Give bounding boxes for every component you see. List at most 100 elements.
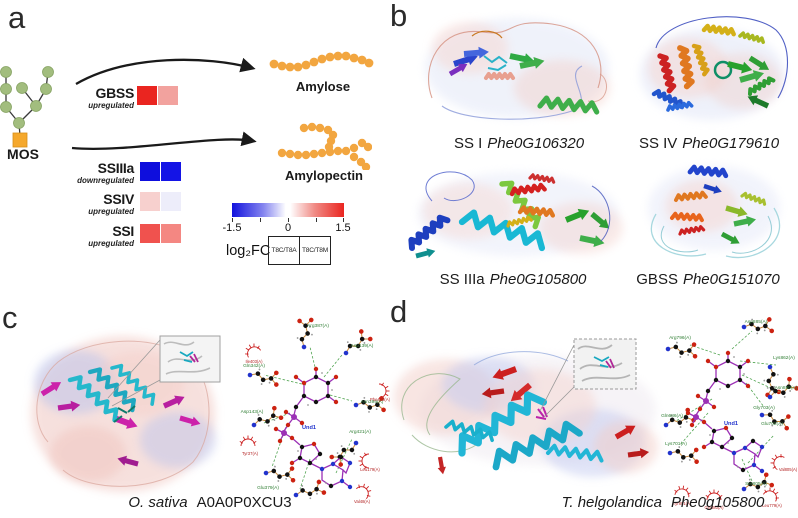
protein-structure-ssi [425,18,610,120]
protein-structure-thelgolandica [394,338,658,477]
panel-b-label: b [390,0,408,33]
protein-structure-osativa [31,335,221,492]
heatmap-cell [140,162,161,181]
amylopectin-chain-diagram [277,122,372,170]
hydrophobic-residue-label: Tyr801(A) [673,501,692,506]
heatmap-cell [140,224,161,243]
caption-ssiv: SS IV Phe0G179610 [620,135,798,152]
heatmap-ssiiia [140,162,182,181]
protein-structure-ssiiia [396,171,623,261]
residue-label: Arg796(A) [669,335,691,341]
caption-enzyme: SS IIIa [439,271,485,288]
amylose-label: Amylose [295,79,351,94]
heatmap-cell [161,224,182,243]
amylose-chain-diagram [269,51,374,72]
reaction-arrows [71,57,257,150]
colorbar-tick [288,218,289,222]
enzyme-row-gbss: GBSS upregulated [54,85,134,110]
heatmap-ssi [140,224,182,243]
residue-label: Glu379(A) [257,485,279,491]
protein-structure-ssiv [640,16,788,120]
caption-species: O. sativa [128,494,188,511]
panel-d-label: d [390,294,408,329]
hydrophobic-residue-label: Leu779(A) [762,503,782,508]
amylopectin-label: Amylopectin [284,168,363,183]
enzyme-name: SSIV [103,191,134,207]
hydrophobic-residue-label: Leu179(A) [360,467,380,472]
caption-ssi: SS I Phe0G106320 [413,135,625,152]
caption-accession: Phe0g105800 [670,494,765,511]
caption-gene-id: Phe0G179610 [682,135,780,152]
caption-ssiiia: SS IIIa Phe0G105800 [396,271,630,288]
log2fc-label: log₂FC [226,243,271,259]
enzyme-regulation: upregulated [88,239,134,248]
heatmap-cell [158,86,179,105]
residue-label: Ser805(A) [745,481,767,487]
heatmap-cell [137,86,158,105]
enzyme-regulation: downregulated [77,176,134,185]
comparison-box-t8c-t8a: T8C/T8A [271,247,297,254]
enzyme-name: SSIIIa [97,160,135,176]
hydrophobic-residue-label: Tyr37(A) [242,451,259,456]
enzyme-regulation: upregulated [88,101,134,110]
hydrophobic-residue-label: Val805(A) [779,467,798,472]
heatmap-ssiv [140,192,182,211]
caption-gene-id: Phe0G105800 [489,271,587,288]
enzyme-row-ssi: SSI upregulated [54,223,134,248]
caption-species: T. helgolandica [561,494,662,511]
colorbar-tick [316,218,317,222]
heatmap-cell [161,192,182,211]
hydrophobic-residue-label: Val48(A) [354,499,371,504]
panel-a-label: a [8,0,26,35]
colorbar-tick-label-min: -1.5 [222,222,242,234]
hydrophobic-residue-label: Ile403(A) [246,359,264,364]
comparison-box-t8c-t8m: T8C/T8M [299,237,330,264]
comparison-legend: T8C/T8A T8C/T8M [268,236,331,265]
hydrophobic-residue-label: Phe413(A) [370,397,390,402]
protein-structure-gbss [648,156,781,259]
enzyme-row-ssiiia: SSIIIa downregulated [54,160,134,185]
caption-gene-id: Phe0G151070 [682,271,780,288]
residue-label: Asn399(A) [361,399,384,405]
caption-enzyme: GBSS [636,271,678,288]
hydrophobic-residue-label: Gln880(A) [704,505,724,510]
residue-label: Lys701(A) [665,441,687,447]
colorbar-tick [343,218,344,222]
caption-osativa: O. sativa A0A0P0XCU3 [78,494,342,511]
residue-label: Gln686(A) [661,413,683,419]
enzyme-row-ssiv: SSIV upregulated [54,191,134,216]
residue-label: Asp139(A) [351,343,374,349]
ligplot-osativa: Arg387(A) Asp139(A) Asn399(A) Gln342(A) … [239,313,390,504]
mos-glucan-tree-diagram [0,66,54,148]
caption-accession: A0A0P0XCU3 [196,494,292,511]
log2fc-colorbar [232,203,344,217]
residue-label: Arg421(A) [349,429,371,435]
residue-label: Lys862(A) [773,355,795,361]
caption-enzyme: SS IV [638,135,678,152]
caption-gbss: GBSS Phe0G151070 [618,271,798,288]
mos-label: MOS [7,146,39,162]
panel-c-label: c [2,300,18,335]
caption-enzyme: SS I [453,135,483,152]
caption-thelgolandica: T. helgolandica Phe0g105800 [528,494,798,511]
enzyme-name: SSI [112,223,134,239]
residue-label: Gly703(A) [753,405,775,411]
residue-label: Arg387(A) [307,323,329,329]
residue-label: Gln342(A) [243,363,265,369]
ligplot-thelgolandica: Arg796(A) Asp885(A) Lys862(A) Asn880(A) … [660,313,798,510]
enzyme-regulation: upregulated [88,207,134,216]
residue-label: Asp885(A) [745,319,768,325]
colorbar-tick-label-max: 1.5 [335,222,351,234]
residue-label: Glu702(A) [761,421,783,427]
ligand-label: Und1 [724,421,738,427]
enzyme-name: GBSS [95,85,135,101]
heatmap-gbss [137,86,179,105]
residue-label: Asp143(A) [241,409,264,415]
ligand-label: Und1 [302,425,316,431]
residue-label: Asn880(A) [775,385,798,391]
caption-gene-id: Phe0G106320 [487,135,585,152]
colorbar-tick-label-mid: 0 [284,222,292,234]
heatmap-cell [161,162,182,181]
colorbar-tick [260,218,261,222]
